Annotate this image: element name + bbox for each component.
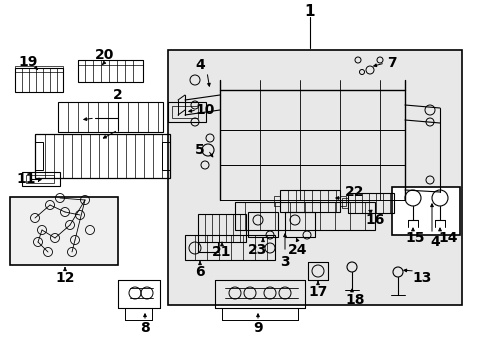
Bar xyxy=(172,106,198,118)
Bar xyxy=(78,60,142,82)
Bar xyxy=(15,66,63,72)
Bar xyxy=(341,198,347,208)
Text: 22: 22 xyxy=(345,185,364,199)
Text: 3: 3 xyxy=(280,255,289,269)
Bar xyxy=(10,197,118,265)
Text: 19: 19 xyxy=(18,55,37,69)
Text: 7: 7 xyxy=(386,56,396,70)
Bar xyxy=(339,196,346,206)
Text: 1: 1 xyxy=(304,4,315,19)
Bar xyxy=(184,235,274,260)
Text: 4: 4 xyxy=(429,235,439,249)
Text: 4: 4 xyxy=(195,58,204,72)
Bar xyxy=(58,102,163,132)
Text: 23: 23 xyxy=(248,243,267,257)
Text: 13: 13 xyxy=(411,271,431,285)
Bar xyxy=(285,212,314,237)
Bar xyxy=(235,202,374,230)
Text: 20: 20 xyxy=(95,48,115,62)
Text: 24: 24 xyxy=(287,243,307,257)
Text: 21: 21 xyxy=(212,245,231,259)
Bar xyxy=(168,50,461,305)
Bar xyxy=(78,60,142,65)
Text: 2: 2 xyxy=(113,88,122,102)
Text: 15: 15 xyxy=(405,231,424,245)
Text: 12: 12 xyxy=(55,271,75,285)
Text: 5: 5 xyxy=(195,143,204,157)
Text: 6: 6 xyxy=(195,265,204,279)
Bar xyxy=(15,68,63,92)
Bar xyxy=(247,212,278,237)
Bar xyxy=(347,193,393,213)
Bar xyxy=(273,196,280,206)
Bar xyxy=(391,187,459,235)
Text: 8: 8 xyxy=(140,321,149,335)
Text: 10: 10 xyxy=(195,103,214,117)
Text: 17: 17 xyxy=(307,285,327,299)
Text: 14: 14 xyxy=(437,231,457,245)
Bar xyxy=(26,175,54,183)
Text: 11: 11 xyxy=(16,172,36,186)
Bar xyxy=(198,214,245,242)
Bar xyxy=(35,134,170,178)
Text: 9: 9 xyxy=(253,321,262,335)
Bar xyxy=(162,142,170,170)
Text: 16: 16 xyxy=(365,213,384,227)
Bar xyxy=(168,102,205,122)
Bar xyxy=(280,190,339,212)
Bar xyxy=(22,172,60,186)
Bar xyxy=(35,142,43,170)
Text: 18: 18 xyxy=(345,293,364,307)
